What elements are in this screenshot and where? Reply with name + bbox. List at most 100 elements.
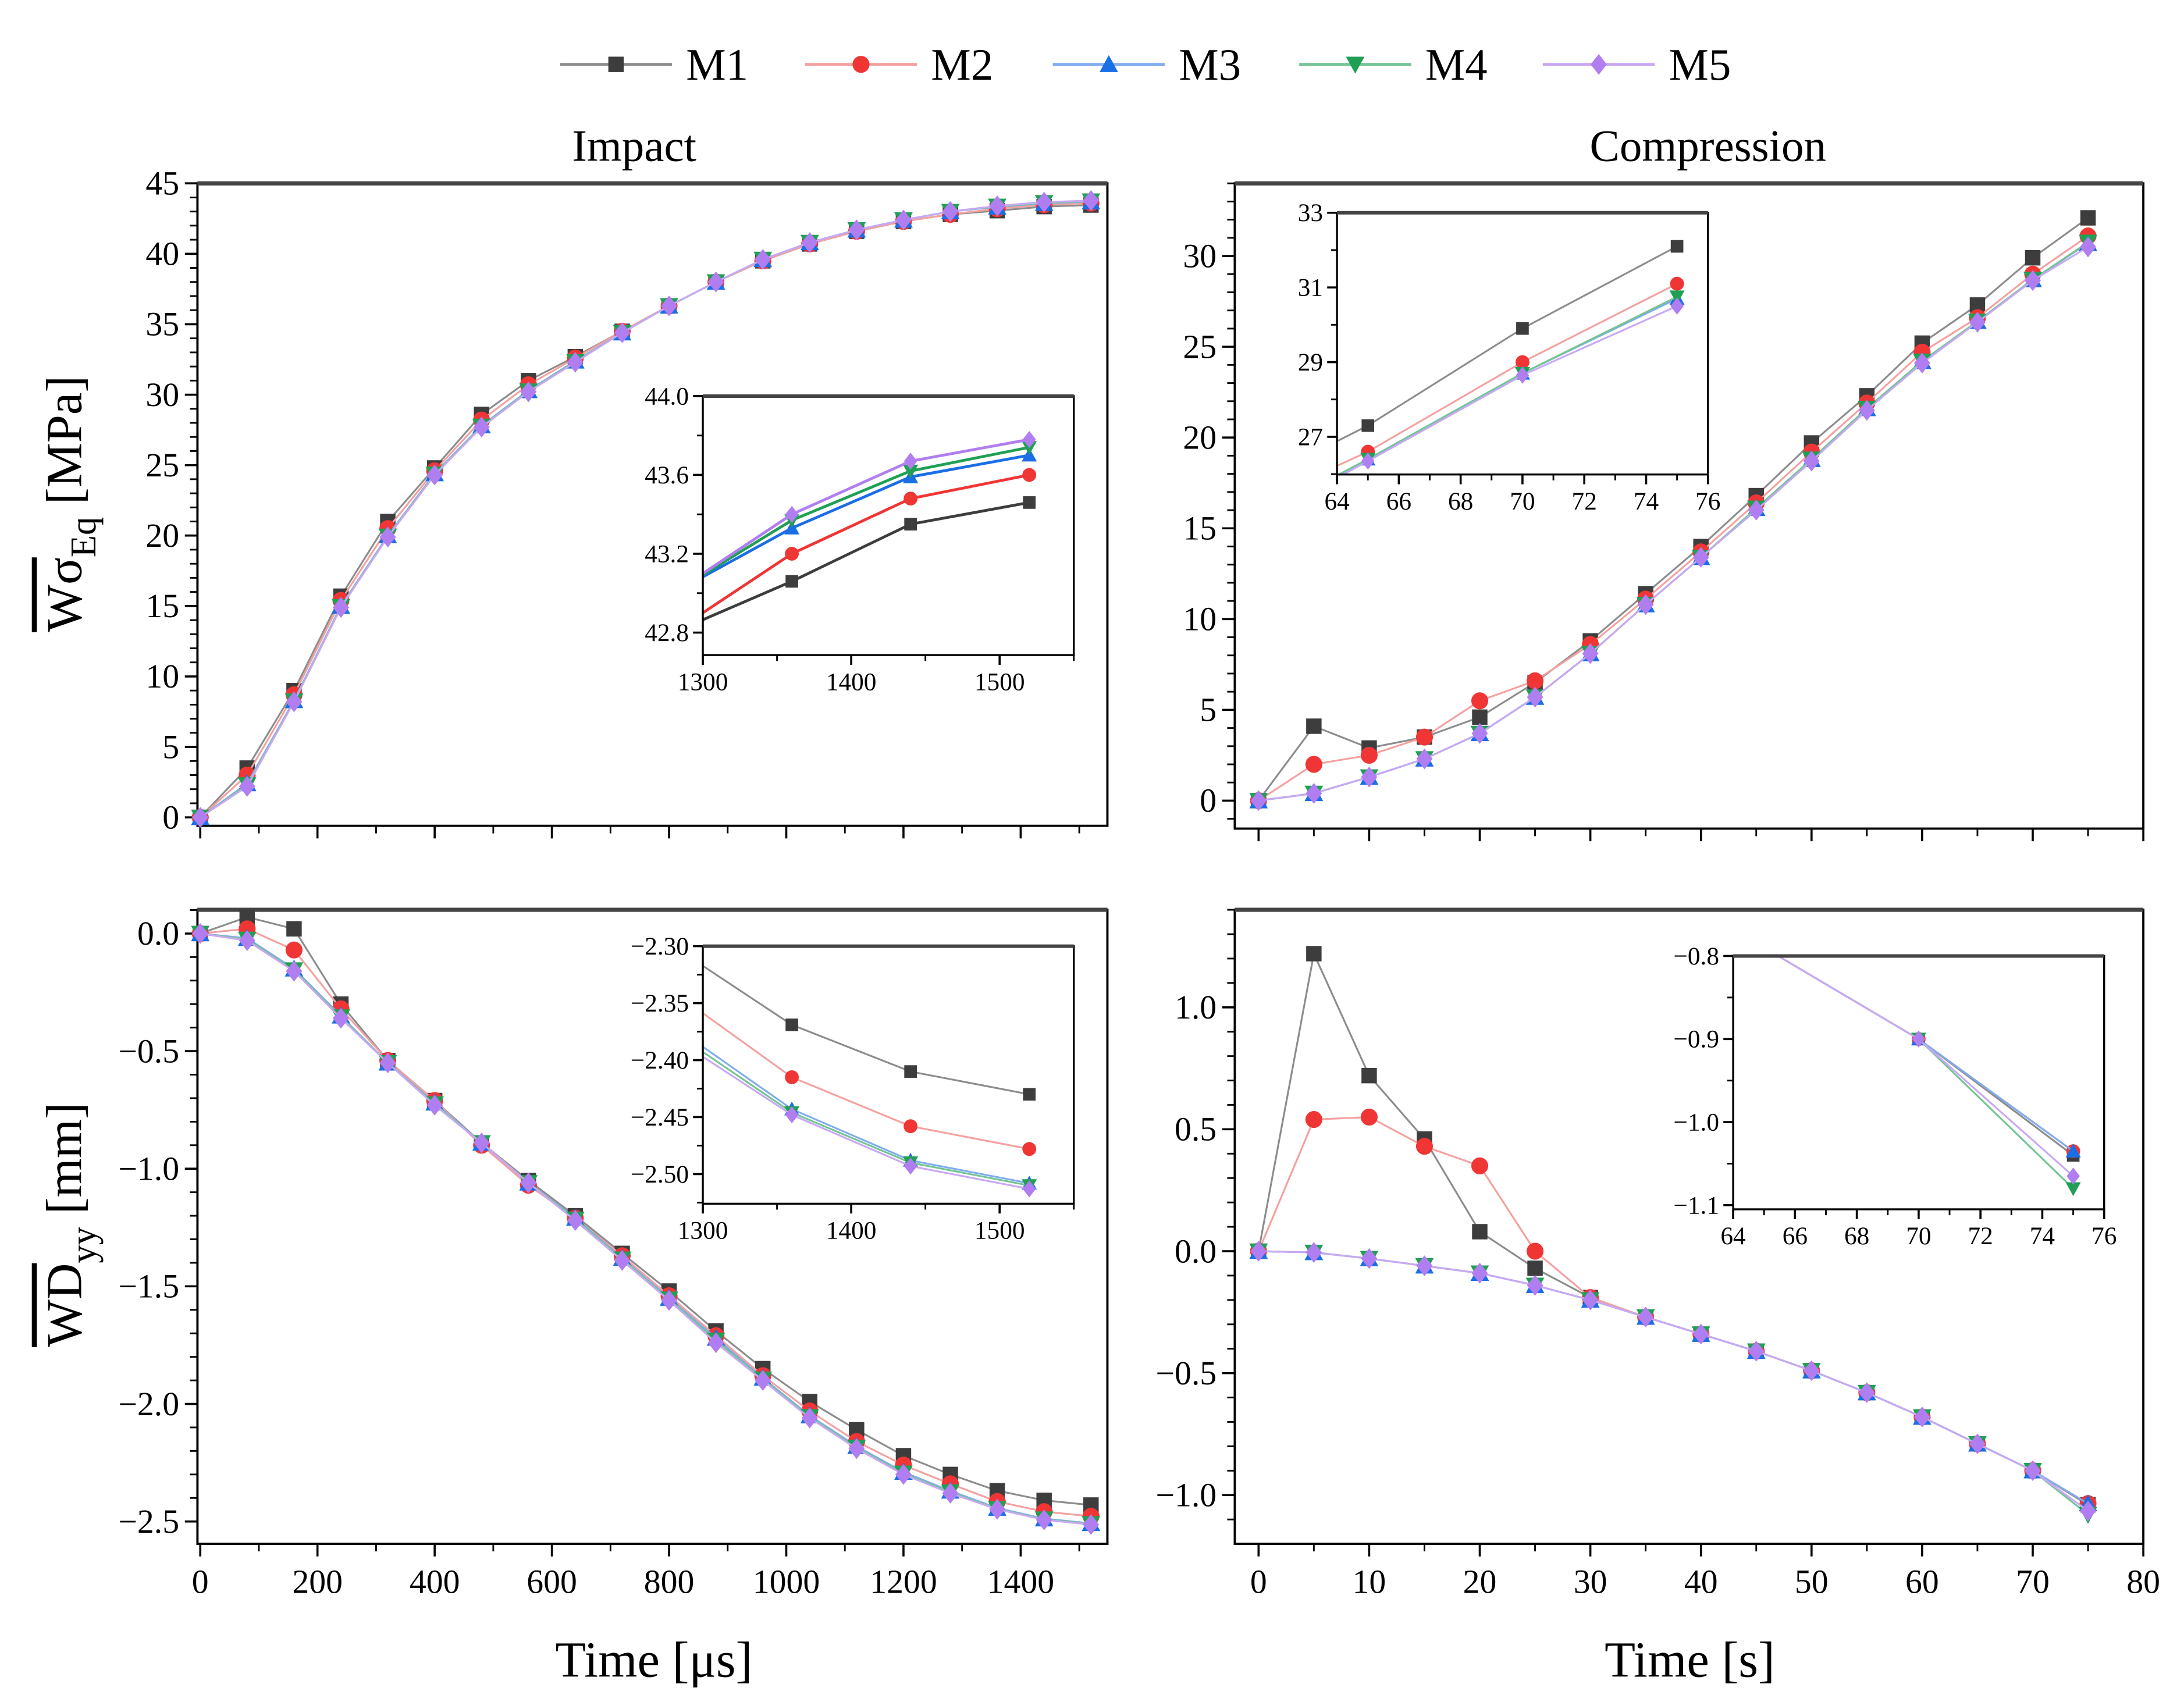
- legend-label: M3: [1179, 40, 1241, 90]
- series-line: [703, 473, 1030, 614]
- diamond-marker-icon: [1591, 54, 1607, 75]
- panel-compression-stress: 0 5 10 15 20 25 30 64 66 68 70 72 74 76 27 29 31 33: [1183, 181, 2145, 842]
- data-point: [426, 464, 443, 486]
- data-point: [904, 453, 917, 470]
- data-point: [785, 1018, 798, 1031]
- series-line: [703, 501, 1030, 621]
- y-tick-label: 29: [1298, 348, 1323, 376]
- x-tick-label: 1300: [678, 668, 728, 696]
- x-tick-label: 66: [1386, 487, 1411, 515]
- series-line: [1776, 956, 2074, 1177]
- data-point: [2080, 210, 2096, 226]
- data-point: [1669, 290, 1685, 305]
- data-point: [1023, 496, 1036, 509]
- x-tick-label: 68: [1844, 1222, 1869, 1250]
- data-point: [2065, 1144, 2081, 1158]
- y-tick-label: −1.5: [118, 1269, 179, 1305]
- panel-impact-displacement: 0 200 400 600 800 1000 1200 1400 0.0 −0.5 −1.0 −1.5…: [118, 907, 1109, 1600]
- data-point: [1471, 692, 1489, 710]
- series-group: [191, 190, 1101, 828]
- data-point: [285, 941, 303, 959]
- inset-impact-displacement: 1300 1400 1500 −2.30 −2.35 −2.40 −2.45 −2.50: [631, 932, 1075, 1245]
- data-point: [1361, 1067, 1377, 1084]
- x-tick-label: 1500: [974, 1217, 1025, 1245]
- y-tick-label: 10: [145, 658, 179, 695]
- x-tick-label: 800: [644, 1564, 695, 1600]
- x-tick-label: 70: [2016, 1564, 2050, 1600]
- data-point: [1361, 452, 1375, 470]
- svg-text:WσEq [MPa]: WσEq [MPa]: [37, 376, 104, 632]
- data-point: [785, 505, 799, 523]
- data-point: [1692, 1323, 1709, 1345]
- x-tick-label: 1400: [987, 1564, 1055, 1600]
- data-point: [1471, 1157, 1489, 1174]
- data-point: [1582, 1289, 1599, 1311]
- series-line: [703, 1012, 1030, 1150]
- x-tick-label: 1500: [974, 668, 1025, 696]
- series-line: [1258, 235, 2089, 802]
- x-tick-label: 0: [192, 1564, 209, 1600]
- data-point: [1914, 1407, 1930, 1427]
- y-tick-label: 5: [162, 729, 179, 765]
- data-point: [1582, 643, 1599, 664]
- y-tick-label: 0.0: [137, 916, 179, 952]
- y-tick-label: −0.9: [1673, 1026, 1719, 1053]
- legend: M1 M2 M3 M4 M5: [560, 40, 1731, 90]
- x-tick-label: 72: [1572, 487, 1597, 515]
- data-point: [567, 1210, 584, 1231]
- x-tick-label: 76: [1695, 487, 1720, 515]
- series-m2: [703, 1012, 1037, 1156]
- x-tick-label: 74: [1634, 487, 1659, 515]
- data-point: [1471, 1262, 1488, 1284]
- series-group: [1249, 946, 2097, 1524]
- inset-background: [1733, 956, 2104, 1209]
- data-point: [1758, 941, 1770, 954]
- data-point: [1516, 355, 1529, 369]
- data-point: [1527, 1261, 1543, 1276]
- y-tick-label: 42.8: [645, 619, 689, 647]
- legend-label: M5: [1669, 40, 1731, 90]
- data-point: [286, 691, 303, 713]
- y-axis-label-displacement: WDyy [mm]: [37, 1102, 104, 1347]
- data-point: [2065, 1182, 2081, 1197]
- x-tick-label: 70: [1510, 487, 1535, 515]
- series-line: [1337, 245, 1678, 442]
- data-point: [1306, 946, 1322, 962]
- data-point: [192, 807, 209, 828]
- y-tick-label: 1.0: [1175, 989, 1217, 1026]
- legend-label: M4: [1425, 40, 1488, 90]
- data-point: [1526, 672, 1544, 689]
- x-tick-label: 64: [1324, 487, 1349, 515]
- x-tick-label: 50: [1795, 1564, 1829, 1600]
- legend-item-m1: M1: [560, 40, 748, 90]
- data-point: [785, 547, 799, 561]
- data-point: [286, 960, 303, 982]
- data-point: [785, 1070, 799, 1084]
- data-point: [333, 1007, 349, 1029]
- y-tick-label: 20: [145, 518, 179, 554]
- ylabel-sub: yy: [63, 1226, 104, 1263]
- y-tick-label: 25: [1183, 329, 1217, 365]
- y-tick-label: −0.5: [1155, 1355, 1217, 1392]
- y-tick-label: 0: [162, 799, 179, 836]
- data-point: [1756, 940, 1772, 954]
- panel-title-impact: Impact: [572, 121, 696, 171]
- ylabel-unit: [MPa]: [37, 376, 93, 517]
- data-point: [1361, 766, 1378, 788]
- data-point: [2025, 1460, 2041, 1482]
- y-tick-label: 0.0: [1175, 1233, 1217, 1270]
- data-point: [1912, 1030, 1926, 1048]
- y-tick-label: −0.5: [118, 1033, 179, 1070]
- x-tick-label: 20: [1463, 1564, 1497, 1600]
- data-point: [1692, 547, 1709, 568]
- data-point: [707, 1332, 724, 1354]
- x-tick-label: 72: [1968, 1222, 1993, 1250]
- data-point: [661, 1290, 677, 1311]
- data-point: [1250, 1241, 1267, 1262]
- y-tick-label: 0: [1200, 783, 1217, 820]
- inset-background: [1337, 212, 1708, 475]
- x-tick-label: 76: [2091, 1222, 2117, 1250]
- data-point: [904, 1119, 918, 1134]
- ylabel-sub: Eq: [63, 517, 104, 557]
- inset-compression-displacement: 64 66 68 70 72 74 76 −0.8 −0.9 −1.0 −1.1: [1673, 940, 2117, 1250]
